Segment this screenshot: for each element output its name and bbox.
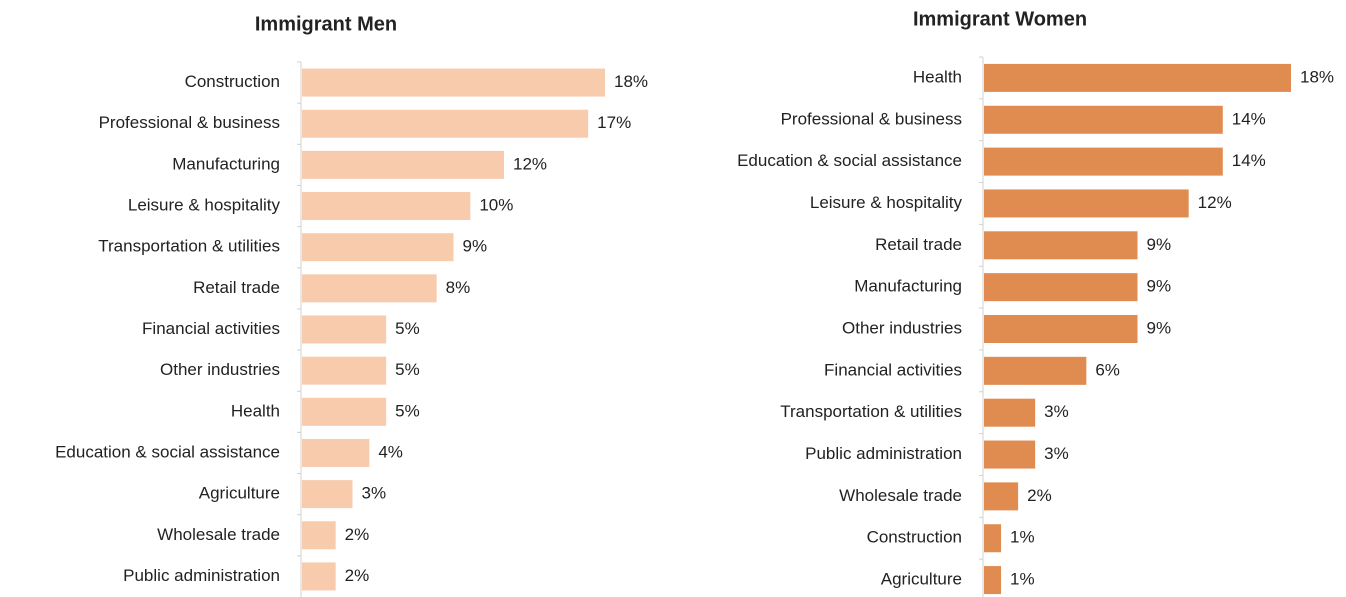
category-label: Professional & business xyxy=(99,113,280,132)
bar xyxy=(302,315,387,344)
category-label: Health xyxy=(913,67,962,86)
value-label: 10% xyxy=(479,196,513,215)
bar xyxy=(302,274,437,303)
chart-title: Immigrant Women xyxy=(913,8,1087,30)
category-label: Manufacturing xyxy=(854,277,962,296)
chart-title: Immigrant Men xyxy=(255,13,397,35)
bar xyxy=(302,480,353,509)
bar xyxy=(984,482,1019,511)
value-label: 4% xyxy=(378,442,403,461)
value-label: 9% xyxy=(463,237,488,256)
category-label: Agriculture xyxy=(199,484,280,503)
category-label: Transportation & utilities xyxy=(780,402,962,421)
value-label: 1% xyxy=(1010,528,1035,547)
category-label: Education & social assistance xyxy=(55,442,280,461)
bar xyxy=(302,68,605,97)
category-label: Transportation & utilities xyxy=(98,237,280,256)
category-label: Education & social assistance xyxy=(737,151,962,170)
bar xyxy=(302,233,454,262)
category-label: Professional & business xyxy=(781,109,962,128)
bar xyxy=(302,521,336,550)
value-label: 12% xyxy=(1198,193,1232,212)
category-label: Manufacturing xyxy=(172,154,280,173)
bar xyxy=(302,150,504,179)
category-label: Leisure & hospitality xyxy=(810,193,963,212)
bar xyxy=(302,356,387,385)
category-label: Construction xyxy=(185,72,280,91)
bar xyxy=(984,398,1036,427)
category-label: Public administration xyxy=(123,566,280,585)
bar xyxy=(302,397,387,426)
category-label: Wholesale trade xyxy=(157,525,280,544)
bar xyxy=(984,356,1087,385)
category-label: Financial activities xyxy=(142,319,280,338)
value-label: 9% xyxy=(1147,235,1172,254)
category-label: Other industries xyxy=(842,318,962,337)
bar xyxy=(984,273,1138,302)
category-label: Leisure & hospitality xyxy=(128,196,281,215)
value-label: 2% xyxy=(1027,486,1052,505)
value-label: 5% xyxy=(395,401,420,420)
value-label: 9% xyxy=(1147,318,1172,337)
bar xyxy=(302,438,370,467)
bar xyxy=(984,440,1036,469)
category-label: Retail trade xyxy=(875,235,962,254)
bar xyxy=(984,315,1138,343)
value-label: 18% xyxy=(614,72,648,91)
value-label: 2% xyxy=(345,525,370,544)
category-label: Public administration xyxy=(805,444,962,463)
value-label: 14% xyxy=(1232,109,1266,128)
value-label: 5% xyxy=(395,360,420,379)
bar xyxy=(984,189,1189,218)
bar xyxy=(984,147,1223,176)
value-label: 12% xyxy=(513,154,547,173)
value-label: 5% xyxy=(395,319,420,338)
value-label: 6% xyxy=(1095,360,1120,379)
category-label: Wholesale trade xyxy=(839,486,962,505)
category-label: Construction xyxy=(867,528,962,547)
category-label: Retail trade xyxy=(193,278,280,297)
category-label: Health xyxy=(231,401,280,420)
bar xyxy=(984,105,1223,134)
value-label: 17% xyxy=(597,113,631,132)
category-label: Agriculture xyxy=(881,570,962,589)
bar xyxy=(984,566,1002,595)
value-label: 2% xyxy=(345,566,370,585)
category-label: Financial activities xyxy=(824,360,962,379)
value-label: 3% xyxy=(1044,444,1069,463)
bar xyxy=(302,109,589,138)
bar xyxy=(984,524,1002,553)
value-label: 8% xyxy=(446,278,471,297)
value-label: 18% xyxy=(1300,67,1334,86)
value-label: 14% xyxy=(1232,151,1266,170)
bar xyxy=(984,63,1291,92)
value-label: 9% xyxy=(1147,277,1172,296)
category-label: Other industries xyxy=(160,360,280,379)
value-label: 1% xyxy=(1010,570,1035,589)
bar xyxy=(302,192,471,221)
value-label: 3% xyxy=(1044,402,1069,421)
bar xyxy=(984,231,1138,260)
value-label: 3% xyxy=(362,484,387,503)
bar xyxy=(302,562,336,591)
